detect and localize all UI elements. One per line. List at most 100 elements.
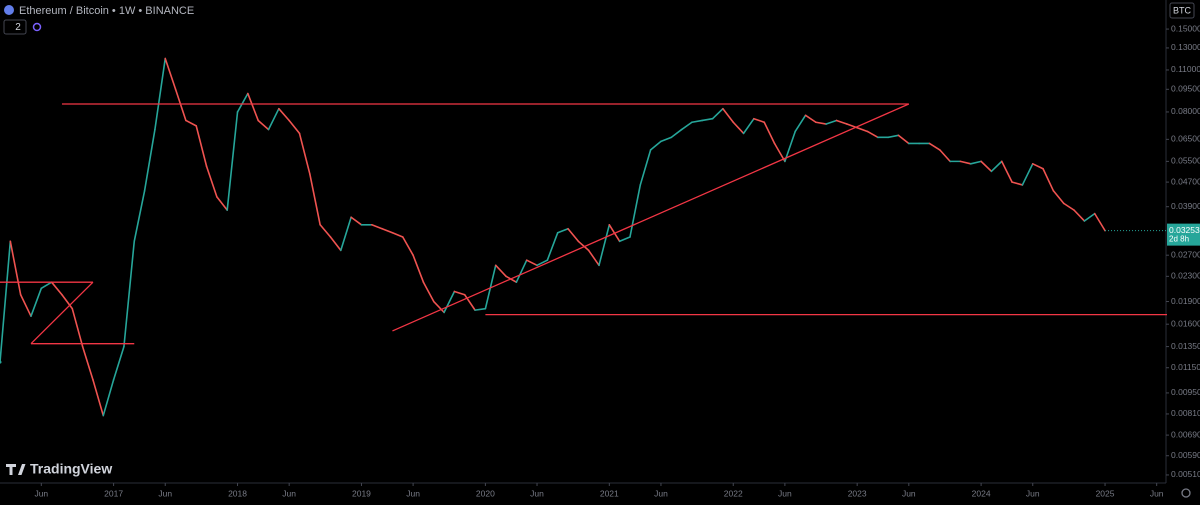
- x-tick-label: 2020: [476, 488, 495, 498]
- price-segment: [825, 119, 838, 125]
- price-segment: [453, 290, 466, 296]
- price-segment: [980, 160, 993, 173]
- price-segment: [556, 227, 569, 234]
- price-segment: [412, 254, 425, 283]
- price-segment: [815, 121, 827, 125]
- y-tick-label: 0.02300: [1171, 271, 1200, 281]
- price-segment: [381, 227, 394, 234]
- price-segment: [969, 160, 982, 165]
- y-tick-label: 0.00510: [1171, 469, 1200, 479]
- price-segment: [236, 92, 249, 113]
- price-segment: [856, 126, 869, 133]
- plot-area: [0, 57, 1167, 417]
- price-segment: [443, 290, 456, 314]
- price-segment: [278, 107, 290, 122]
- x-tick-label: 2023: [848, 488, 867, 498]
- countdown: 2d 8h: [1169, 235, 1189, 244]
- price-segment: [154, 57, 167, 131]
- x-tick-label: Jun: [1150, 488, 1164, 498]
- price-segment: [1031, 162, 1044, 170]
- currency: BTC: [1173, 5, 1192, 15]
- price-segment: [102, 378, 115, 417]
- price-segment: [340, 216, 352, 252]
- price-segment: [938, 149, 951, 163]
- price-segment: [81, 345, 94, 381]
- price-segment: [267, 107, 280, 131]
- settings-icon[interactable]: [1181, 488, 1191, 498]
- y-tick-label: 0.04700: [1171, 176, 1200, 186]
- price-segment: [866, 130, 879, 139]
- y-tick-label: 0.05500: [1171, 156, 1200, 166]
- x-tick-label: Jun: [902, 488, 916, 498]
- price-segment: [897, 134, 910, 145]
- price-segment: [680, 121, 693, 131]
- price-segment: [691, 119, 704, 124]
- price-segment: [164, 57, 177, 91]
- currency-badge[interactable]: [1169, 2, 1195, 19]
- x-tick-label: 2025: [1096, 488, 1115, 498]
- price-segment: [722, 107, 735, 124]
- x-tick-label: 2021: [600, 488, 619, 498]
- price-segment: [536, 259, 549, 267]
- price-segment: [257, 119, 270, 131]
- price-segment: [639, 149, 652, 186]
- price-segment: [30, 287, 43, 317]
- price-segment: [0, 240, 12, 363]
- indicator-icon: [32, 22, 42, 32]
- price-segment: [660, 136, 673, 143]
- price-segment: [701, 117, 714, 122]
- price-segment: [753, 117, 766, 124]
- price-segment: [123, 240, 136, 348]
- price-segment: [195, 125, 208, 168]
- price-segment: [598, 223, 611, 267]
- price-segment: [40, 281, 53, 290]
- price-segment: [763, 121, 776, 145]
- trendline: [30, 281, 94, 345]
- chart-title: Ethereum / Bitcoin • 1W • BINANCE: [19, 5, 194, 17]
- price-segment: [649, 140, 662, 151]
- price-segment: [959, 160, 972, 165]
- y-tick-label: 0.08000: [1171, 106, 1200, 116]
- y-tick-label: 0.11000: [1171, 64, 1200, 74]
- price-segment: [9, 240, 22, 296]
- indicator-badge[interactable]: [3, 19, 27, 35]
- x-tick-label: Jun: [530, 488, 544, 498]
- y-tick-label: 0.00950: [1171, 387, 1200, 397]
- x-tick-label: Jun: [158, 488, 172, 498]
- brand: TradingView: [30, 461, 112, 477]
- price-segment: [494, 264, 507, 278]
- indicator-count: 2: [15, 22, 21, 33]
- x-tick-label: 2022: [724, 488, 743, 498]
- last-price-label: 0.03253: [1169, 225, 1200, 235]
- price-segment: [329, 236, 342, 252]
- y-tick-label: 0.01600: [1171, 318, 1200, 328]
- price-segment: [1042, 167, 1055, 192]
- x-tick-label: Jun: [654, 488, 668, 498]
- price-segment: [1021, 162, 1034, 186]
- price-segment: [391, 231, 404, 238]
- price-segment: [629, 184, 642, 238]
- price-segment: [887, 134, 900, 139]
- x-tick-label: 2017: [104, 488, 123, 498]
- price-segment: [19, 293, 32, 317]
- y-tick-label: 0.01150: [1171, 362, 1200, 372]
- price-segment: [71, 307, 84, 348]
- y-tick-label: 0.03900: [1171, 201, 1200, 211]
- y-tick-label: 0.00810: [1171, 408, 1200, 418]
- price-segment: [1093, 212, 1106, 232]
- x-tick-label: Jun: [282, 488, 296, 498]
- x-tick-label: Jun: [406, 488, 420, 498]
- price-segment: [1062, 202, 1075, 211]
- price-segment: [515, 259, 528, 283]
- x-tick-label: Jun: [778, 488, 792, 498]
- price-segment: [61, 293, 74, 310]
- x-tick-label: Jun: [1026, 488, 1040, 498]
- price-segment: [247, 92, 259, 122]
- price-segment: [484, 264, 497, 310]
- price-segment: [577, 240, 590, 252]
- price-segment: [1000, 160, 1013, 183]
- symbol-icon: [4, 5, 14, 15]
- price-segment: [226, 111, 239, 211]
- price-segment: [350, 216, 363, 226]
